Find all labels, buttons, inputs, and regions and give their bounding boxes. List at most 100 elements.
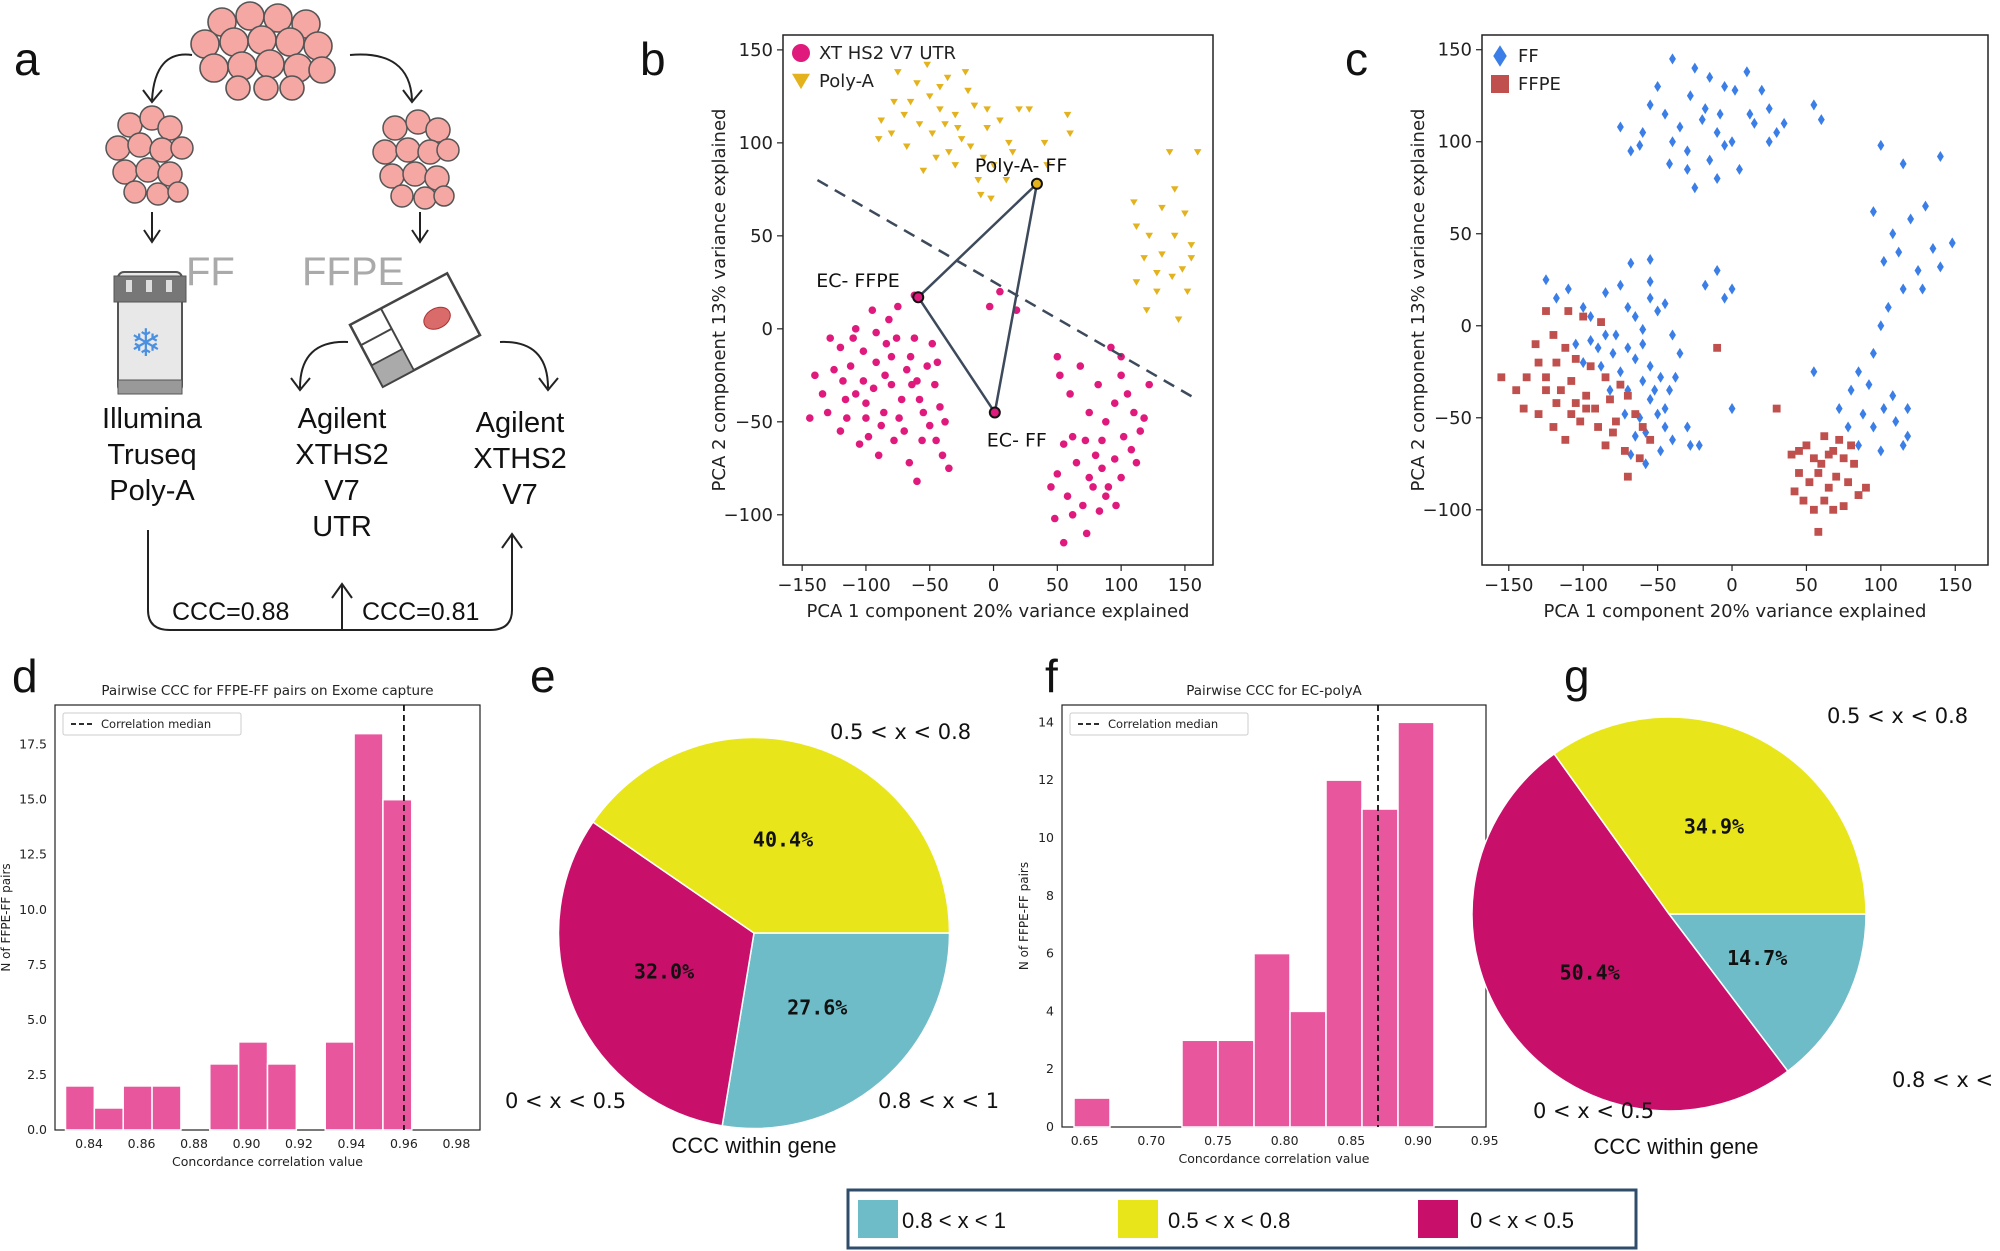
y-tick-label: −100 bbox=[1423, 500, 1472, 521]
y-tick-label: 0 bbox=[762, 319, 773, 340]
data-point bbox=[1153, 288, 1161, 296]
series-diamond bbox=[1542, 53, 1956, 470]
y-tick-label: −50 bbox=[735, 412, 773, 433]
data-point bbox=[966, 143, 975, 150]
data-point bbox=[1631, 410, 1640, 419]
data-point bbox=[1102, 418, 1110, 426]
data-point bbox=[1728, 403, 1736, 415]
data-point bbox=[872, 358, 880, 367]
data-point bbox=[987, 195, 995, 203]
data-point bbox=[1627, 145, 1635, 157]
svg-text:UTR: UTR bbox=[312, 511, 372, 543]
pie-slice bbox=[721, 932, 951, 1130]
panel-a: a bbox=[14, 1, 567, 631]
data-point bbox=[1025, 106, 1034, 113]
legend-label: Correlation median bbox=[101, 717, 211, 731]
data-point bbox=[1829, 446, 1838, 455]
data-point bbox=[897, 395, 906, 404]
data-point bbox=[882, 339, 891, 348]
data-point bbox=[923, 61, 931, 69]
data-point bbox=[823, 408, 832, 417]
x-tick-label: 100 bbox=[1104, 575, 1138, 596]
y-axis-label: N of FFPE-FF pairs bbox=[1017, 862, 1031, 970]
data-point bbox=[951, 162, 960, 169]
data-point bbox=[1130, 199, 1138, 206]
data-point bbox=[1642, 426, 1650, 439]
legend-swatch-yellow bbox=[1118, 1200, 1158, 1238]
data-point bbox=[915, 121, 924, 128]
data-point bbox=[1627, 257, 1635, 269]
data-point bbox=[1561, 343, 1570, 352]
x-tick-label: 0.98 bbox=[442, 1136, 470, 1151]
data-point bbox=[906, 98, 915, 106]
data-point bbox=[862, 414, 870, 422]
data-point bbox=[1140, 414, 1148, 422]
pie-value-label: 32.0% bbox=[634, 959, 694, 983]
x-tick-label: −100 bbox=[841, 575, 890, 596]
data-point bbox=[1542, 274, 1550, 286]
data-point bbox=[1066, 390, 1074, 398]
arrow-right-curve bbox=[349, 53, 413, 101]
pie-category-label: 0.8 < x < 1 bbox=[1892, 1068, 2000, 1092]
x-tick-label: 0.94 bbox=[338, 1136, 366, 1151]
ccc-value-2: CCC=0.81 bbox=[362, 598, 479, 626]
data-point bbox=[1666, 384, 1673, 396]
histogram-bar bbox=[209, 1063, 240, 1131]
data-point bbox=[1549, 331, 1558, 339]
data-point bbox=[842, 414, 851, 422]
panel-b: b −150 −100 −50 0 50 100 150 150 100 50 0 −50 −100 PC… bbox=[640, 33, 1214, 622]
pie-category-label: 0.5 < x < 0.8 bbox=[830, 720, 971, 744]
data-point bbox=[1654, 408, 1662, 420]
data-point bbox=[1635, 454, 1644, 463]
pie-category-label: 0.8 < x < 1 bbox=[878, 1089, 999, 1113]
annotation-polya-ff: Poly-A- FF bbox=[975, 155, 1067, 177]
data-point bbox=[1059, 440, 1068, 448]
bottom-legend: 0.8 < x < 1 0.5 < x < 0.8 0 < x < 0.5 bbox=[846, 1188, 1638, 1250]
data-point bbox=[1522, 373, 1531, 382]
x-tick-label: 0.96 bbox=[390, 1136, 418, 1151]
data-point bbox=[1170, 232, 1179, 240]
centroid-marker bbox=[988, 406, 1001, 419]
x-tick-label: −100 bbox=[1558, 575, 1607, 596]
data-point bbox=[1746, 108, 1754, 120]
svg-text:V7: V7 bbox=[502, 479, 537, 511]
data-point bbox=[1183, 288, 1192, 296]
data-point bbox=[1050, 514, 1059, 523]
data-point bbox=[1616, 380, 1625, 389]
data-point bbox=[1053, 352, 1062, 361]
data-point bbox=[1602, 329, 1609, 341]
y-tick-label: 6 bbox=[1046, 946, 1054, 961]
data-point bbox=[1549, 423, 1558, 431]
x-tick-label: −50 bbox=[1639, 575, 1677, 596]
data-point bbox=[1056, 371, 1064, 380]
data-point bbox=[932, 436, 940, 445]
x-tick-label: 0.88 bbox=[180, 1136, 208, 1151]
data-point bbox=[1102, 492, 1110, 500]
y-tick-label: 0 bbox=[1046, 1119, 1054, 1134]
x-tick-label: −50 bbox=[911, 575, 949, 596]
data-point bbox=[1832, 472, 1841, 481]
data-point bbox=[1534, 358, 1543, 367]
x-tick-label: 0.70 bbox=[1137, 1133, 1165, 1148]
data-point bbox=[1695, 439, 1703, 451]
svg-text:XTHS2: XTHS2 bbox=[295, 439, 388, 471]
data-point bbox=[936, 84, 944, 91]
data-point bbox=[974, 177, 983, 184]
x-tick-label: 50 bbox=[1795, 575, 1818, 596]
data-point bbox=[1567, 410, 1576, 419]
x-tick-label: 0.95 bbox=[1471, 1133, 1499, 1148]
y-tick-label: 0 bbox=[1461, 316, 1472, 337]
data-point bbox=[1594, 342, 1602, 354]
x-tick-label: −150 bbox=[1484, 575, 1533, 596]
data-point bbox=[1884, 301, 1892, 313]
data-point bbox=[1698, 114, 1706, 126]
y-tick-label: 50 bbox=[1449, 224, 1472, 245]
data-point bbox=[1847, 441, 1855, 450]
y-tick-label: 12.5 bbox=[19, 847, 47, 862]
data-point bbox=[1817, 459, 1826, 468]
data-point bbox=[1579, 301, 1587, 313]
data-point bbox=[941, 121, 949, 128]
x-tick-label: 0.85 bbox=[1337, 1133, 1365, 1148]
data-point bbox=[839, 377, 847, 385]
